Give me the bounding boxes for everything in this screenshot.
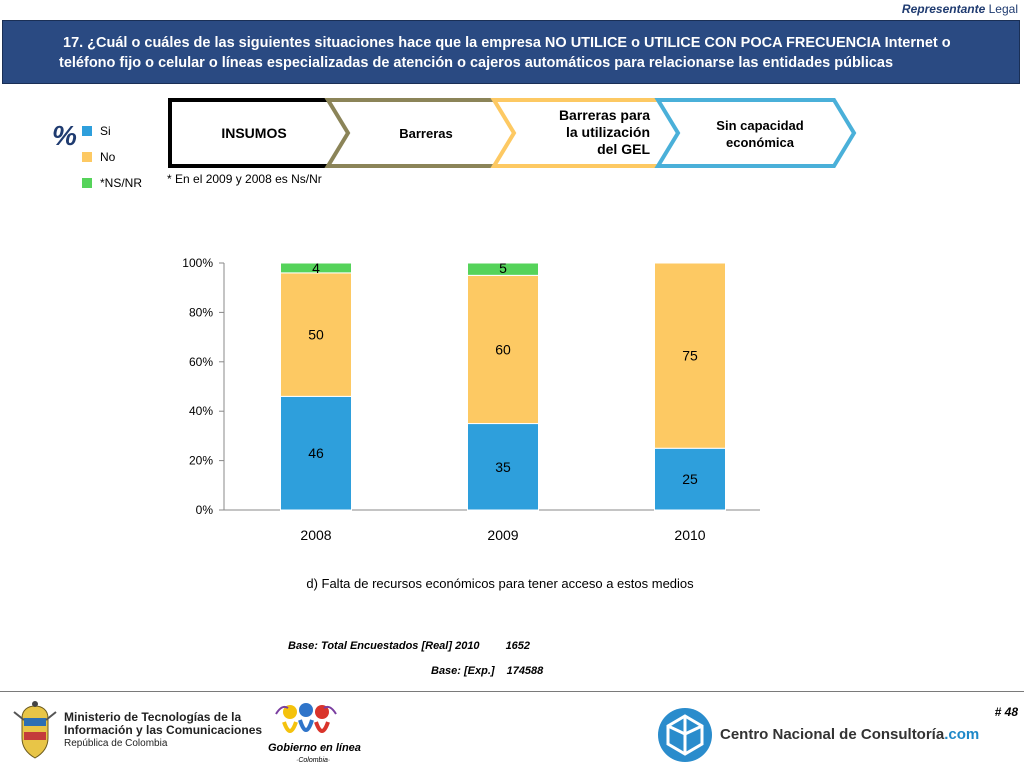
bar-segment: [467, 423, 539, 511]
question-line-1: 17. ¿Cuál o cuáles de las siguientes sit…: [63, 35, 951, 51]
stage-label-sin-capacidad: Sin capacidad económica: [696, 117, 824, 151]
bar-segment: [654, 447, 726, 511]
base-line-2: Base: [Exp.] 174588: [431, 665, 543, 677]
base-line-1-value: 1652: [505, 640, 531, 652]
base-line-2-value: 174588: [506, 665, 544, 677]
stage-label-barreras-gel: Barreras para la utilización del GEL: [534, 107, 650, 158]
question-line-2: teléfono fijo o celular o líneas especia…: [59, 55, 894, 71]
stage-flow: INSUMOS Barreras Barreras para la utiliz…: [168, 97, 858, 169]
gobierno-en-linea-logo-icon: [275, 703, 337, 733]
legend-swatch-no: [82, 152, 92, 162]
legend: Si No *NS/NR: [82, 118, 142, 196]
y-tick-label: 60%: [189, 355, 213, 369]
question-header: 17. ¿Cuál o cuáles de las siguientes sit…: [2, 20, 1020, 84]
legend-label-nsnr: *NS/NR: [100, 176, 143, 190]
stage-chevron-sin-capacidad: [654, 98, 857, 168]
legend-swatch-nsnr: [82, 178, 92, 188]
bar-data-label: 4: [312, 260, 320, 276]
footnote: * En el 2009 y 2008 es Ns/Nr: [167, 172, 322, 186]
legend-item-si: Si: [82, 118, 142, 144]
legend-label-no: No: [100, 150, 116, 164]
bar-segment: [280, 395, 352, 511]
top-label-rest: Legal: [985, 2, 1018, 16]
stage-barreras-line1: Barreras: [399, 126, 453, 141]
percent-sign: %: [52, 120, 77, 151]
stage-barreras-gel-line1: Barreras para: [558, 107, 650, 123]
legend-label-si: Si: [100, 124, 111, 138]
legend-item-no: No: [82, 144, 142, 170]
y-tick-label: 80%: [189, 305, 213, 319]
ministry-line3: República de Colombia: [64, 738, 168, 749]
base-line-2-label: Base: [Exp.]: [431, 665, 495, 677]
x-tick-label: 2009: [487, 527, 518, 543]
y-tick-label: 0%: [196, 503, 214, 517]
bar-data-label: 5: [499, 260, 507, 276]
bar-data-label: 75: [682, 348, 698, 364]
stage-sin-capacidad-line2: económica: [726, 135, 794, 150]
legend-swatch-si: [82, 126, 92, 136]
cnc-name-main: Centro Nacional de Consultoría: [720, 726, 945, 743]
bar-data-label: 25: [682, 471, 698, 487]
stacked-bar-chart: 0% 20% 40% 60% 80% 100% 46 50 4 2008 35 60 5 2009 25 75…: [182, 256, 760, 543]
base-line-1: Base: Total Encuestados [Real] 2010 1652: [288, 640, 530, 652]
stage-insumos-line1: INSUMOS: [221, 125, 287, 141]
x-tick-label: 2008: [300, 527, 331, 543]
bar-segment: [467, 274, 539, 425]
legend-item-nsnr: *NS/NR: [82, 170, 142, 196]
stage-label-insumos: INSUMOS: [208, 125, 300, 142]
y-tick-label: 100%: [182, 256, 213, 270]
bar-segment: [280, 272, 352, 397]
y-tick-label: 20%: [189, 454, 213, 468]
chart-caption: d) Falta de recursos económicos para ten…: [306, 576, 694, 591]
bar-data-label: 50: [308, 327, 324, 343]
stage-barreras-gel-line3: del GEL: [597, 141, 650, 157]
top-label-italic: Representante: [901, 2, 986, 16]
bar-data-label: 35: [495, 459, 511, 475]
cnc-logo-icon: [658, 708, 712, 762]
y-tick-label: 40%: [189, 404, 213, 418]
bar-segment: [654, 262, 726, 449]
footer-divider: [0, 691, 1024, 692]
cnc-name-suffix: .com: [944, 726, 980, 743]
top-label: Representante Legal: [902, 2, 1018, 16]
colombia-coat-of-arms-icon: [13, 701, 57, 759]
stage-barreras-gel-line2: la utilización: [565, 124, 650, 140]
gel-country: ·Colombia·: [296, 757, 331, 764]
page-number: # 48: [994, 705, 1018, 719]
stage-label-barreras: Barreras: [380, 125, 472, 142]
bar-segment: [467, 262, 539, 276]
ministry-name: Ministerio de Tecnologías de la Informac…: [64, 711, 262, 750]
cnc-name: Centro Nacional de Consultoría.com: [720, 726, 979, 743]
stage-chevrons: [168, 98, 857, 168]
bar-data-label: 60: [495, 341, 511, 357]
stage-sin-capacidad-line1: Sin capacidad: [716, 118, 804, 133]
base-line-1-label: Base: Total Encuestados [Real] 2010: [288, 640, 480, 652]
bar-data-label: 46: [308, 445, 324, 461]
ministry-line2: Información y las Comunicaciones: [64, 723, 263, 737]
x-tick-label: 2010: [674, 527, 705, 543]
gel-name: Gobierno en línea: [268, 742, 361, 754]
bar-segment: [280, 262, 352, 274]
ministry-line1: Ministerio de Tecnologías de la: [64, 710, 242, 724]
